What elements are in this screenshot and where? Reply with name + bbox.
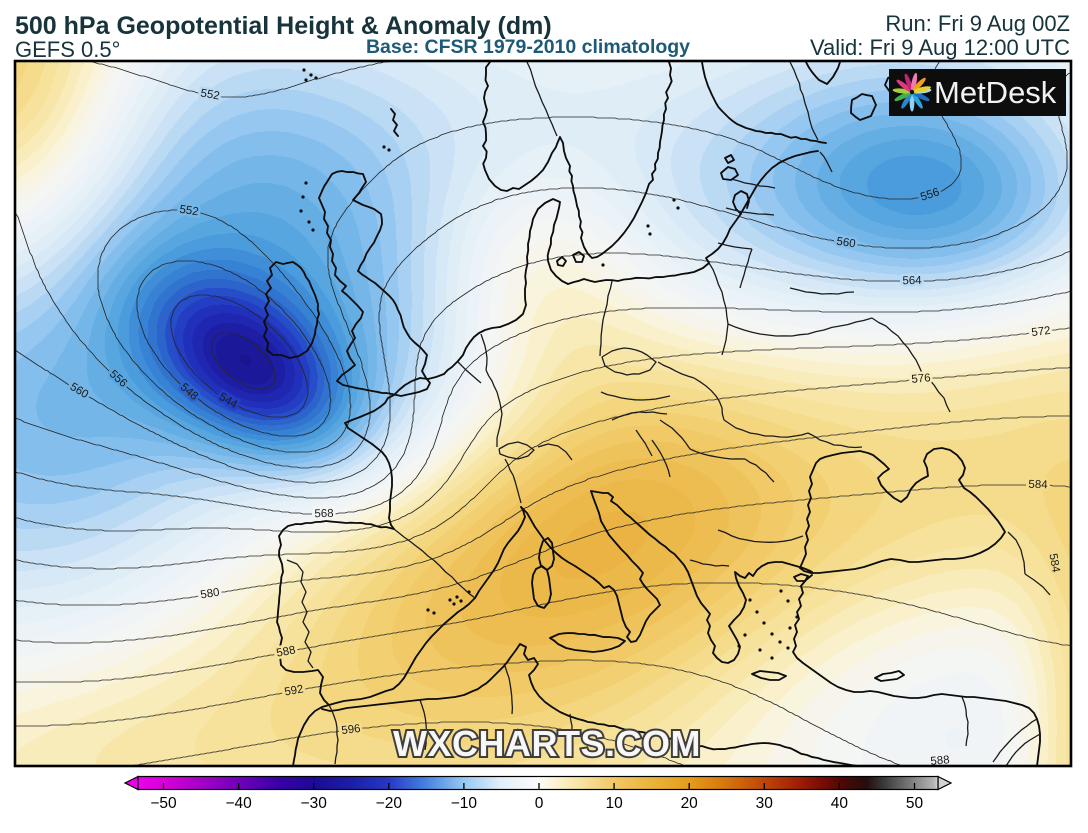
svg-text:30: 30	[756, 795, 774, 812]
svg-text:0: 0	[535, 795, 544, 812]
svg-text:584: 584	[1028, 479, 1048, 492]
svg-text:−40: −40	[225, 795, 252, 812]
svg-text:500 hPa Geopotential Height &: 500 hPa Geopotential Height & Anomaly (d…	[15, 12, 552, 40]
svg-text:Base: CFSR 1979-2010 climatolo: Base: CFSR 1979-2010 climatology	[366, 36, 690, 58]
svg-text:588: 588	[930, 754, 950, 768]
svg-text:568: 568	[314, 508, 333, 520]
svg-text:564: 564	[902, 275, 922, 287]
svg-text:Run: Fri 9 Aug 00Z: Run: Fri 9 Aug 00Z	[885, 11, 1070, 36]
svg-text:552: 552	[179, 204, 200, 219]
svg-text:−30: −30	[301, 795, 328, 812]
svg-text:GEFS 0.5°: GEFS 0.5°	[15, 37, 120, 62]
svg-text:MetDesk: MetDesk	[934, 75, 1057, 110]
svg-text:−20: −20	[376, 795, 403, 812]
svg-text:−50: −50	[150, 795, 177, 812]
svg-text:Valid: Fri 9 Aug 12:00 UTC: Valid: Fri 9 Aug 12:00 UTC	[810, 35, 1070, 60]
svg-text:596: 596	[341, 723, 362, 737]
svg-text:−10: −10	[451, 795, 478, 812]
svg-text:10: 10	[605, 795, 623, 812]
svg-text:572: 572	[1031, 325, 1052, 339]
svg-text:20: 20	[681, 795, 699, 812]
svg-text:580: 580	[200, 587, 221, 602]
svg-text:560: 560	[836, 236, 857, 251]
svg-text:50: 50	[906, 795, 924, 812]
svg-text:576: 576	[911, 372, 931, 386]
svg-text:40: 40	[831, 795, 849, 812]
svg-text:WXCHARTS.COM: WXCHARTS.COM	[393, 723, 701, 764]
